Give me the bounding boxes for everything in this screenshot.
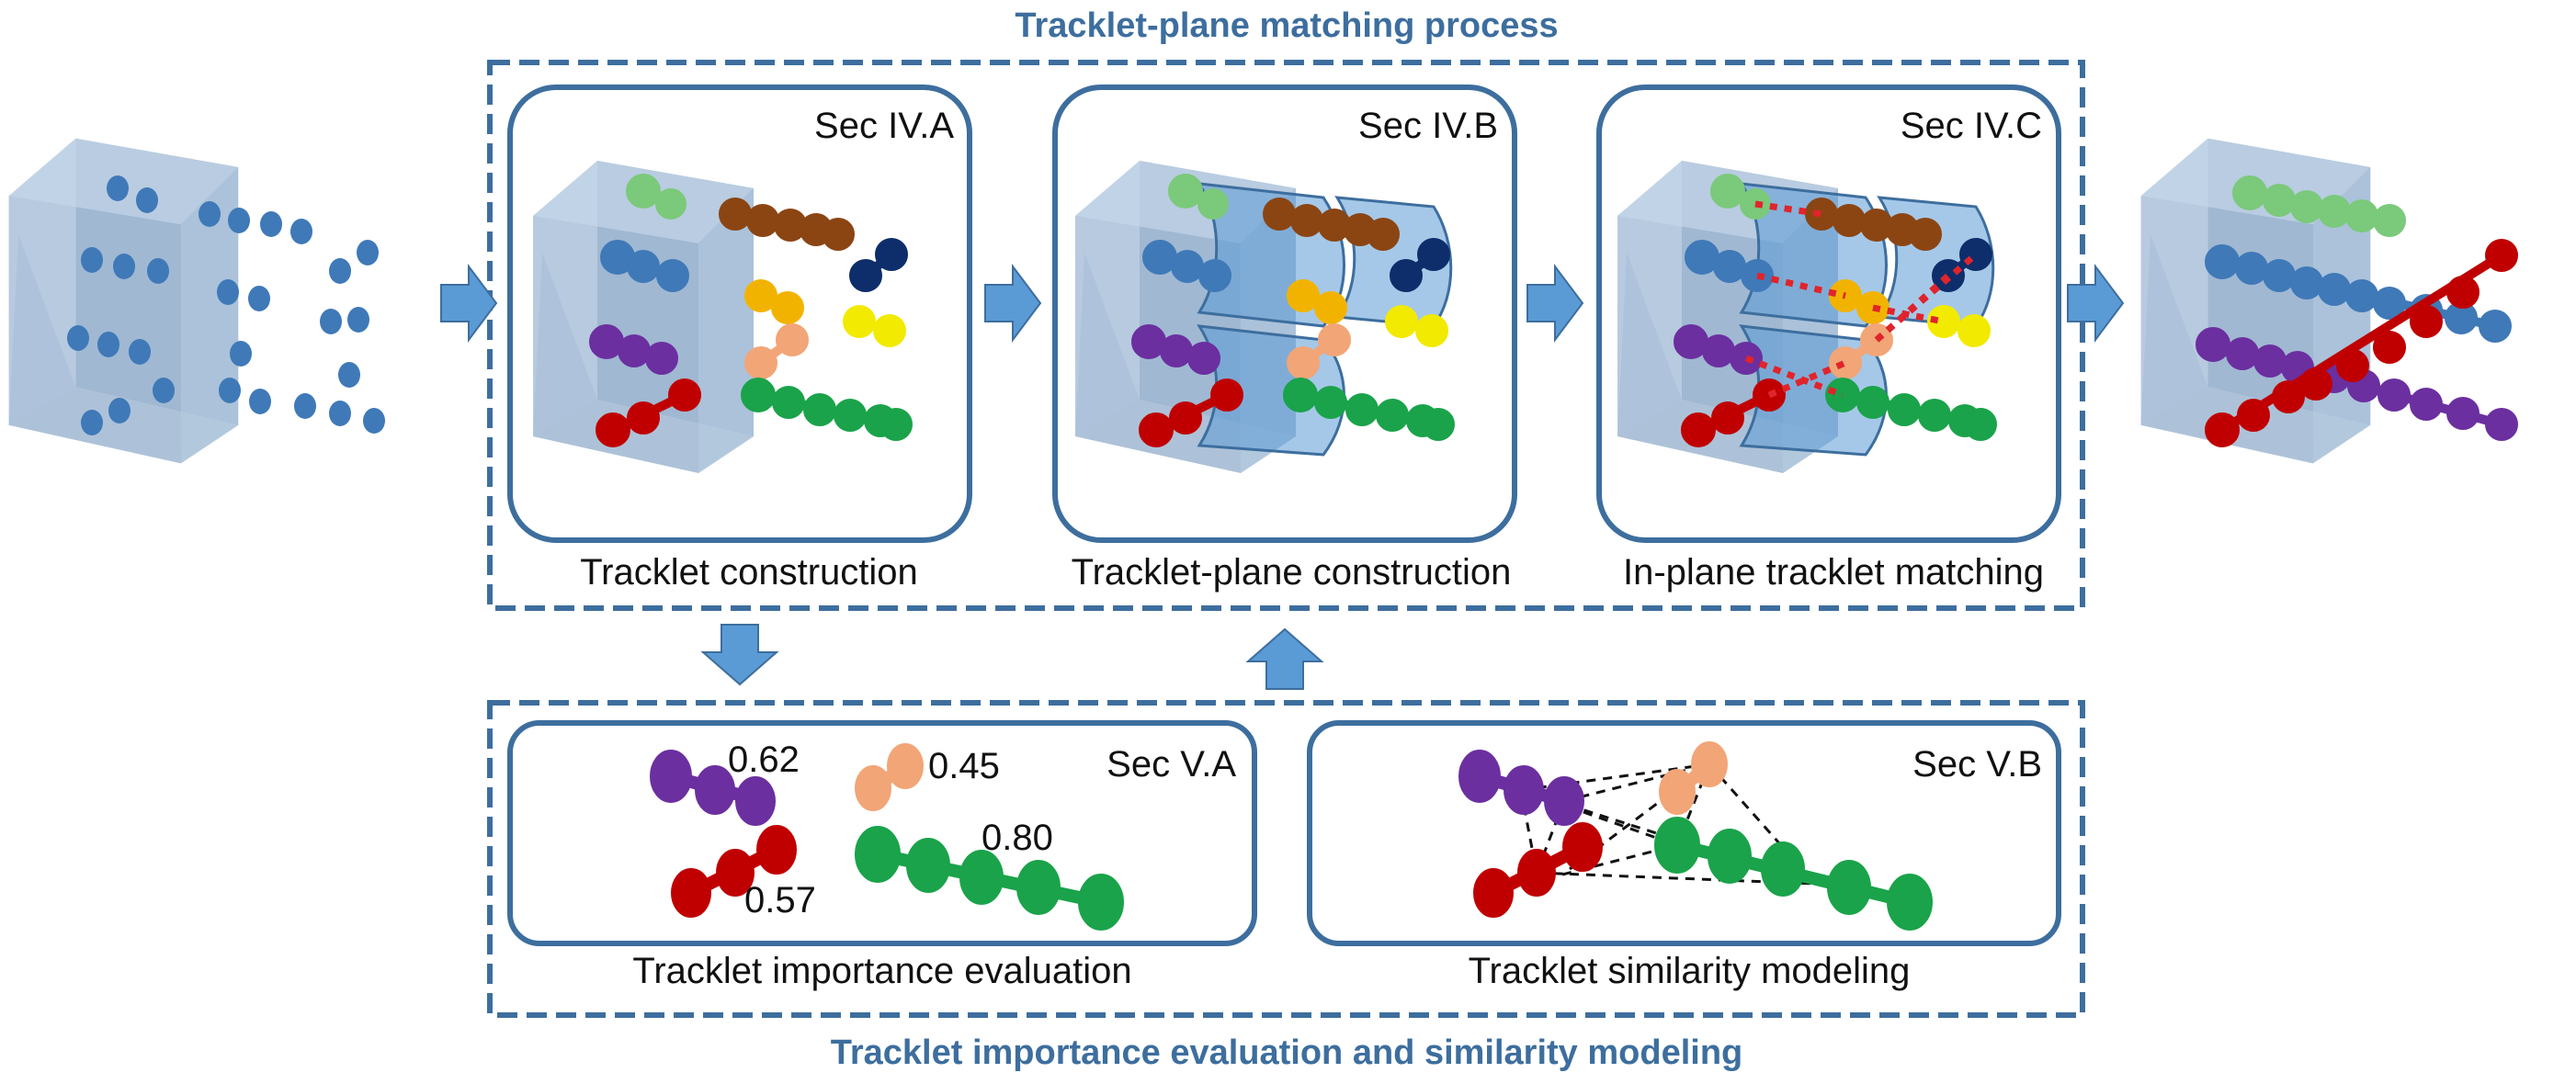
arrow-down-to-importance <box>700 624 779 686</box>
construction-tracklets <box>589 174 913 447</box>
panel-similarity-caption: Tracklet similarity modeling <box>1469 951 1911 991</box>
top-group-frame <box>487 60 2085 611</box>
similarity-tracklets <box>1458 741 1933 931</box>
match-lines <box>1744 200 1979 399</box>
panel-importance-caption: Tracklet importance evaluation <box>632 951 1131 991</box>
panel-importance-sec: Sec V.A <box>1106 744 1236 785</box>
output-tracklets <box>2196 175 2518 447</box>
panel-plane-caption: Tracklet-plane construction <box>1072 552 1512 593</box>
importance-score-green: 0.80 <box>982 818 1053 858</box>
panel-matching-caption: In-plane tracklet matching <box>1623 552 2044 593</box>
arrow-plane-to-matching <box>1526 264 1584 343</box>
arrow-construction-to-plane <box>984 264 1042 343</box>
matching-tracklets <box>1674 174 1997 447</box>
importance-score-red: 0.57 <box>744 880 816 920</box>
panel-matching-sec: Sec IV.C <box>1901 106 2042 146</box>
bottom-group-frame <box>487 700 2085 1018</box>
importance-tracklets <box>650 743 1124 931</box>
arrow-matching-to-output <box>2067 264 2125 343</box>
arrow-input-to-construction <box>440 264 498 343</box>
plane-tracklets <box>1131 174 1455 447</box>
panel-construction-caption: Tracklet construction <box>580 552 918 593</box>
top-group-title: Tracklet-plane matching process <box>1015 6 1558 45</box>
bottom-group-title: Tracklet importance evaluation and simil… <box>831 1033 1743 1072</box>
importance-score-purple: 0.62 <box>728 740 800 780</box>
importance-score-peach: 0.45 <box>928 746 1000 786</box>
panel-construction-sec: Sec IV.A <box>814 106 954 146</box>
input-detections <box>67 175 385 435</box>
panel-plane-sec: Sec IV.B <box>1358 106 1498 146</box>
arrow-up-to-plane <box>1245 627 1324 690</box>
panel-similarity-sec: Sec V.B <box>1912 744 2042 785</box>
flow-arrows <box>440 264 2125 690</box>
